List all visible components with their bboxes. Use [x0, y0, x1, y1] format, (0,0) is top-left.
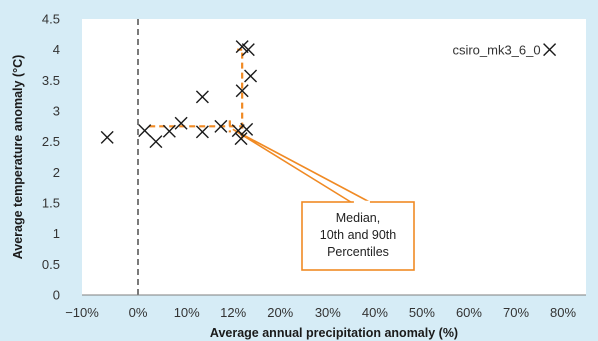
x-tick-label: 10%: [174, 305, 200, 320]
scatter-point: [162, 124, 176, 138]
y-tick-label: 0.5: [42, 257, 60, 272]
callout-text-line: Percentiles: [327, 245, 389, 259]
y-tick-label: 3.5: [42, 73, 60, 88]
y-tick-labels: 0 0.5 1 1.5 2 2.5 3 3.5 4 4.5: [42, 12, 60, 303]
callout-text-line: Median,: [336, 211, 380, 225]
y-tick-label: 4: [53, 42, 60, 57]
scatter-point: [195, 90, 209, 104]
y-tick-label: 1.5: [42, 196, 60, 211]
x-tick-label: 50%: [409, 305, 435, 320]
scatter-point: [195, 125, 209, 139]
scatter-point: [234, 132, 248, 146]
y-tick-label: 3: [53, 104, 60, 119]
x-tick-label: −10%: [65, 305, 99, 320]
x-axis-title: Average annual precipitation anomaly (%): [210, 326, 458, 340]
y-tick-label: 1: [53, 226, 60, 241]
scatter-point: [543, 43, 557, 57]
scatter-point: [241, 43, 255, 57]
scatter-point: [235, 84, 249, 98]
scatter-point: [149, 135, 163, 149]
x-tick-labels: −10% 0% 10% 12% 20% 30% 40% 50% 60% 70% 80%: [65, 305, 576, 320]
y-tick-label: 4.5: [42, 12, 60, 27]
scatter-point: [240, 122, 254, 136]
x-tick-label: 30%: [315, 305, 341, 320]
point-label: csiro_mk3_6_0: [452, 43, 540, 58]
scatter-point: [100, 130, 114, 144]
scatter-point: [214, 119, 228, 133]
callout-box: [301, 201, 415, 271]
y-tick-label: 2.5: [42, 134, 60, 149]
x-tick-label: 60%: [456, 305, 482, 320]
y-tick-label: 0: [53, 288, 60, 303]
x-tick-label: 40%: [362, 305, 388, 320]
scatter-point: [244, 69, 258, 83]
x-tick-label: 80%: [550, 305, 576, 320]
x-tick-label: 12%: [220, 305, 246, 320]
callout: Median, 10th and 90th Percentiles: [232, 128, 415, 271]
x-tick-label: 20%: [267, 305, 293, 320]
scatter-point: [174, 116, 188, 130]
x-tick-label: 70%: [503, 305, 529, 320]
scatter-point: [235, 40, 249, 54]
y-tick-label: 2: [53, 165, 60, 180]
scatter-points: [100, 40, 557, 149]
scatter-point: [138, 124, 152, 138]
x-tick-label: 0%: [129, 305, 148, 320]
callout-text-line: 10th and 90th: [320, 228, 397, 242]
y-axis-title: Average temperature anomaly (°C): [11, 55, 25, 260]
